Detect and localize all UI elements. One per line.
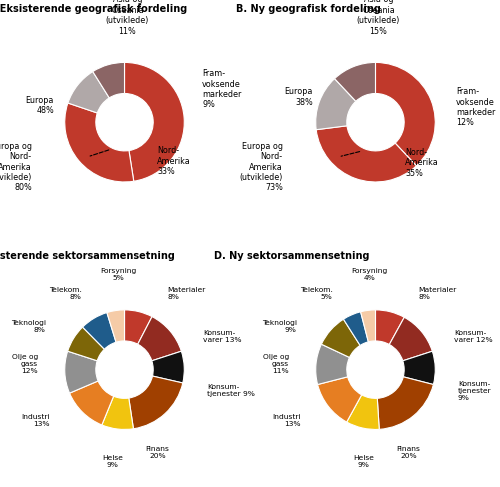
Text: B. Ny geografisk fordeling: B. Ny geografisk fordeling [236,4,380,14]
Wedge shape [70,381,114,425]
Text: Forsyning
4%: Forsyning 4% [352,268,388,281]
Text: Asia og
Oseania
(utviklede)
11%: Asia og Oseania (utviklede) 11% [106,0,149,36]
Text: Forsyning
5%: Forsyning 5% [100,268,136,281]
Wedge shape [129,376,183,429]
Wedge shape [107,310,124,342]
Wedge shape [64,103,134,182]
Wedge shape [93,62,124,98]
Wedge shape [318,377,362,422]
Text: Telekom.
8%: Telekom. 8% [48,287,82,300]
Wedge shape [360,310,376,342]
Wedge shape [316,78,356,130]
Wedge shape [102,396,134,430]
Wedge shape [322,319,360,357]
Wedge shape [346,395,379,430]
Wedge shape [376,310,404,344]
Text: Konsum-
varer 13%: Konsum- varer 13% [204,330,242,343]
Wedge shape [68,72,110,113]
Text: C. Eksisterende sektorsammensetning: C. Eksisterende sektorsammensetning [0,251,175,262]
Wedge shape [138,317,182,361]
Text: Fram-
voksende
markeder
12%: Fram- voksende markeder 12% [456,87,496,128]
Wedge shape [124,62,184,181]
Text: Telekom.
5%: Telekom. 5% [300,287,332,300]
Text: Europa og
Nord-
Amerika
(utviklede)
73%: Europa og Nord- Amerika (utviklede) 73% [240,142,283,192]
Text: Olje og
gass
11%: Olje og gass 11% [262,354,289,374]
Wedge shape [376,62,436,166]
Text: Asia og
Oseania
(utviklede)
15%: Asia og Oseania (utviklede) 15% [357,0,400,36]
Text: A. Eksisterende geografisk fordeling: A. Eksisterende geografisk fordeling [0,4,187,14]
Text: Materialer
8%: Materialer 8% [168,287,206,300]
Text: Teknologi
9%: Teknologi 9% [262,320,296,333]
Text: Europa og
Nord-
Amerika
(utviklede)
80%: Europa og Nord- Amerika (utviklede) 80% [0,142,32,192]
Text: Helse
9%: Helse 9% [102,454,123,468]
Text: Konsum-
tjenester 9%: Konsum- tjenester 9% [207,384,255,397]
Wedge shape [64,351,98,393]
Wedge shape [390,318,432,361]
Text: Fram-
voksende
markeder
9%: Fram- voksende markeder 9% [202,69,241,110]
Text: Materialer
8%: Materialer 8% [418,287,457,300]
Wedge shape [316,344,350,385]
Wedge shape [378,377,434,430]
Text: Nord-
Amerika
35%: Nord- Amerika 35% [406,148,439,178]
Text: Industri
13%: Industri 13% [22,414,50,427]
Text: Europa
48%: Europa 48% [26,96,54,115]
Text: Konsum-
varer 12%: Konsum- varer 12% [454,330,493,343]
Text: D. Ny sektorsammensetning: D. Ny sektorsammensetning [214,251,370,262]
Wedge shape [82,313,116,349]
Wedge shape [316,126,416,182]
Text: Teknologi
8%: Teknologi 8% [10,320,45,333]
Text: Konsum-
tjenester
9%: Konsum- tjenester 9% [458,380,492,401]
Text: Europa
38%: Europa 38% [284,87,312,107]
Wedge shape [403,351,436,385]
Wedge shape [124,310,152,344]
Text: Finans
20%: Finans 20% [396,446,420,459]
Wedge shape [152,351,184,383]
Text: Nord-
Amerika
33%: Nord- Amerika 33% [158,146,191,176]
Text: Helse
9%: Helse 9% [353,454,374,468]
Text: Finans
20%: Finans 20% [146,446,170,459]
Wedge shape [344,312,368,345]
Text: Olje og
gass
12%: Olje og gass 12% [12,354,38,374]
Text: Industri
13%: Industri 13% [272,414,301,427]
Wedge shape [334,62,376,101]
Wedge shape [68,327,104,361]
